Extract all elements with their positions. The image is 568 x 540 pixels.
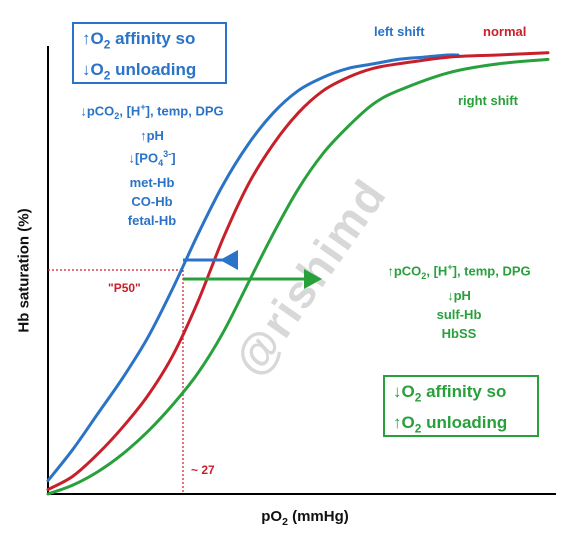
left-shift-causes: ↓pCO2, [H+], temp, DPG ↑pH ↓[PO43-] met-… (52, 98, 252, 230)
right-shift-arrowhead (304, 269, 322, 289)
curve-left-shift (46, 53, 460, 483)
series-label-left-shift: left shift (374, 24, 425, 39)
right-box-line-2: ↑O2 unloading (393, 413, 508, 436)
p50-label: "P50" (108, 281, 141, 295)
right-shift-summary-box: ↓O2 affinity so ↑O2 unloading (383, 375, 539, 437)
y-axis-label: Hb saturation (%) (15, 208, 33, 333)
curve-labels: left shift normal right shift (374, 24, 526, 108)
left-cause-6: fetal-Hb (127, 212, 177, 228)
right-cause-4: HbSS (441, 325, 477, 341)
series-label-normal: normal (483, 24, 526, 39)
left-cause-4: met-Hb (129, 174, 175, 190)
curve-right-shift (46, 57, 550, 496)
right-cause-1: ↑pCO2, [H+], temp, DPG (387, 262, 531, 281)
curves (46, 51, 550, 496)
shift-arrows (183, 250, 322, 289)
left-cause-3: ↓[PO43-] (128, 148, 176, 168)
right-box-line-1: ↓O2 affinity so (393, 382, 507, 405)
curve-normal (46, 51, 550, 491)
right-cause-3: sulf-Hb (436, 306, 482, 322)
left-box-line-2: ↓O2 unloading (82, 60, 197, 83)
x-marker-label: ~ 27 (191, 463, 215, 477)
right-shift-causes: ↑pCO2, [H+], temp, DPG ↓pH sulf-Hb HbSS (352, 258, 566, 343)
left-cause-5: CO-Hb (131, 193, 173, 209)
left-shift-arrowhead (220, 250, 238, 270)
left-shift-summary-box: ↑O2 affinity so ↓O2 unloading (72, 22, 227, 84)
p50-guides: "P50" ~ 27 (48, 269, 215, 494)
x-axis-label: pO2 (mmHg) (261, 508, 349, 528)
left-box-line-1: ↑O2 affinity so (82, 29, 196, 52)
right-cause-2: ↓pH (447, 287, 471, 303)
series-label-right-shift: right shift (458, 93, 519, 108)
left-cause-1: ↓pCO2, [H+], temp, DPG (80, 102, 224, 121)
left-cause-2: ↑pH (140, 127, 164, 143)
